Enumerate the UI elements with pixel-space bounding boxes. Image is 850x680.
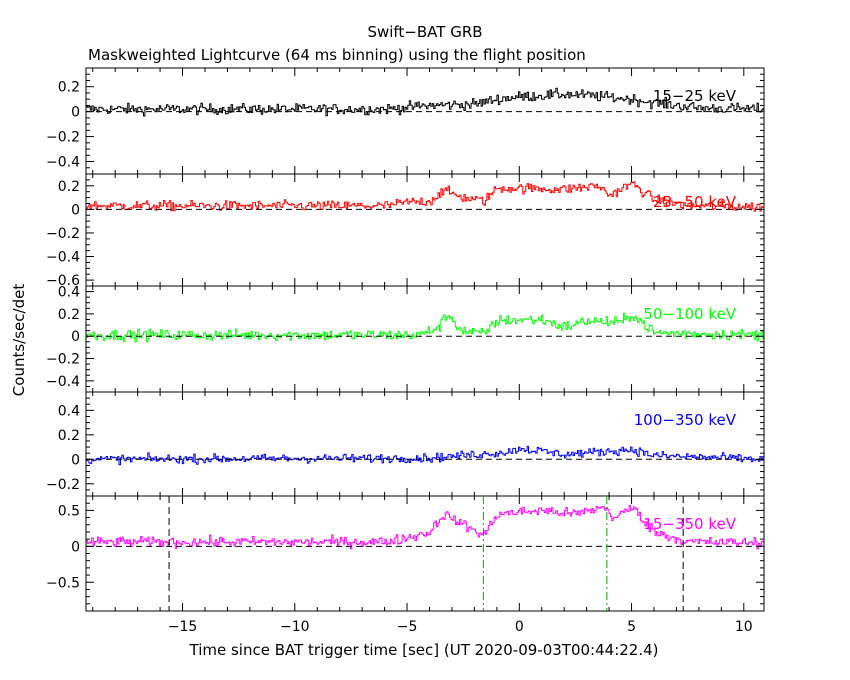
y-tick-label: −0.6: [46, 273, 80, 289]
y-tick-label: −0.2: [46, 130, 80, 146]
y-tick-label: 0.2: [58, 307, 80, 323]
y-tick-label: −0.2: [46, 226, 80, 242]
series-line-4: [86, 445, 764, 466]
series-label-3: 50−100 keV: [643, 305, 736, 323]
panels-group: 0.2 0 −0.2 −0.4 15−25 keV 0.2 0 −0.2 −0.4 −0.6 25−…: [46, 67, 765, 635]
y-tick-label: 0: [71, 105, 80, 121]
y-tick-label: −0.2: [46, 352, 80, 368]
series-line-2: [86, 181, 764, 212]
series-line-1: [86, 87, 764, 117]
y-tick-label: 0: [71, 539, 80, 555]
panel-frame: [85, 495, 765, 612]
y-tick-label: 0.2: [58, 80, 80, 96]
panel-2: 0.2 0 −0.2 −0.4 −0.6 25−50 keV: [46, 173, 765, 289]
y-tick-label: −0.2: [46, 477, 80, 493]
x-axis-label: Time since BAT trigger time [sec] (UT 20…: [189, 641, 659, 659]
x-tick-label: −10: [280, 619, 310, 635]
y-tick-label: 0.5: [58, 503, 80, 519]
chart-title: Swift−BAT GRB: [367, 23, 482, 41]
series-label-5: 15−350 keV: [643, 515, 736, 533]
y-tick-label: 0: [71, 329, 80, 345]
series-label-2: 25−50 keV: [653, 193, 737, 211]
y-tick-label: 0: [71, 452, 80, 468]
panel-4: 0.4 0.2 0 −0.2 100−350 keV: [46, 391, 765, 497]
y-tick-label: −0.4: [46, 374, 80, 390]
y-tick-label: 0.4: [58, 403, 80, 419]
series-label-1: 15−25 keV: [653, 87, 737, 105]
series-label-4: 100−350 keV: [634, 411, 737, 429]
x-tick-label: −15: [168, 619, 198, 635]
x-tick-label: 5: [627, 619, 636, 635]
y-axis-label: Counts/sec/det: [10, 284, 28, 397]
chart-subtitle: Maskweighted Lightcurve (64 ms binning) …: [88, 46, 586, 64]
panel-frame: [85, 173, 765, 287]
y-tick-label: −0.5: [46, 575, 80, 591]
y-tick-label: 0: [71, 202, 80, 218]
series-line-5: [86, 505, 764, 550]
panel-1: 0.2 0 −0.2 −0.4 15−25 keV: [46, 67, 765, 175]
series-line-3: [86, 312, 764, 343]
y-tick-label: 0.2: [58, 179, 80, 195]
y-tick-label: 0.4: [58, 285, 80, 301]
y-tick-label: −0.4: [46, 155, 80, 171]
panel-5: 0.5 0 −0.5 15−350 keV: [46, 495, 765, 612]
x-tick-label: −5: [397, 619, 418, 635]
x-tick-label: 0: [515, 619, 524, 635]
y-tick-label: −0.4: [46, 250, 80, 266]
panel-frame: [85, 67, 765, 175]
x-tick-label: 10: [735, 619, 753, 635]
panel-frame: [85, 285, 765, 393]
y-tick-label: 0.2: [58, 428, 80, 444]
panel-3: 0.4 0.2 0 −0.2 −0.4 50−100 keV: [46, 285, 765, 393]
panel-frame: [85, 391, 765, 497]
